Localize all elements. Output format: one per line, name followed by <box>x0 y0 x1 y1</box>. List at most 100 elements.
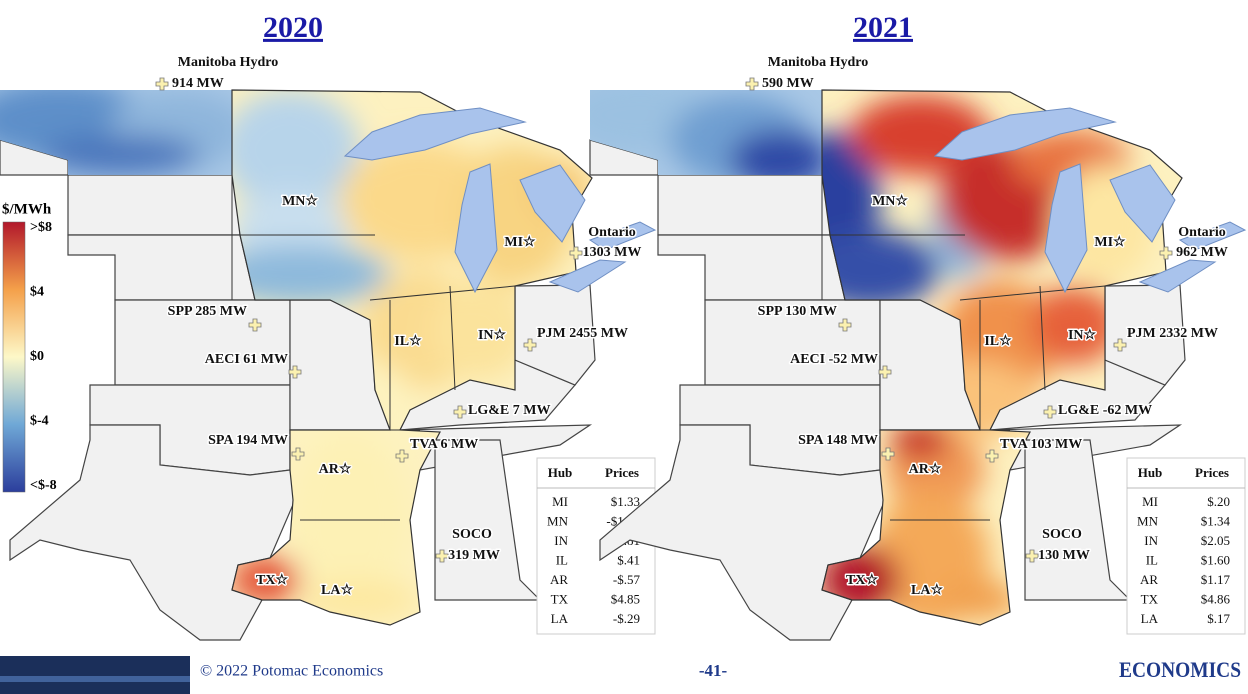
legend: $/MWh >$8 $4 $0 $-4 <$-8 <box>2 201 57 493</box>
table-cell: $1.60 <box>1201 552 1230 567</box>
heat-blob <box>1030 285 1120 365</box>
map-label: IN☆ <box>478 327 507 343</box>
table-header: Prices <box>1195 465 1229 480</box>
interface-icon <box>1113 338 1127 352</box>
map-label: TX☆ <box>846 572 878 588</box>
table-cell: $4.86 <box>1201 591 1231 606</box>
price-table: Hub Prices MI $.20 MN $1.34 IN $2.05 IL $1.60 AR $1… <box>1126 457 1246 635</box>
lake <box>933 107 1117 161</box>
heat-blur <box>232 90 590 620</box>
table-cell: $4.85 <box>611 591 640 606</box>
lake <box>588 221 657 251</box>
border <box>821 90 1106 521</box>
interface-icon <box>288 365 302 379</box>
heat-blob <box>940 580 1020 620</box>
state <box>657 174 831 236</box>
map-label: Manitoba Hydro <box>768 55 868 70</box>
table-cell: AR <box>550 572 568 587</box>
interface-icon <box>881 447 895 461</box>
lake <box>454 163 498 294</box>
heat-blob <box>430 280 530 380</box>
map-label: PJM 2332 MW <box>1127 326 1218 341</box>
lake <box>1044 163 1088 294</box>
state <box>599 424 886 641</box>
footer-image-lights <box>0 676 190 682</box>
lake <box>548 259 627 293</box>
map-title: 2021 <box>853 11 913 44</box>
map-label: AR☆ <box>909 461 942 477</box>
table-cell: LA <box>1141 611 1159 626</box>
map-label: MI☆ <box>504 234 536 250</box>
interface-icon <box>985 449 999 463</box>
map-label: AECI -52 MW <box>790 352 878 367</box>
table-cell: IL <box>556 552 568 567</box>
border <box>231 90 516 521</box>
footer: © 2022 Potomac Economics -41- ECONOMICS <box>0 656 1241 694</box>
interface-icon <box>395 449 409 463</box>
heat-blob <box>300 580 420 620</box>
table-cell: $.20 <box>1207 494 1230 509</box>
map-label: TX☆ <box>256 572 288 588</box>
state <box>67 174 241 236</box>
table-cell: TX <box>1141 591 1159 606</box>
copyright: © 2022 Potomac Economics <box>200 663 383 680</box>
map-label: 1303 MW <box>583 245 642 260</box>
heat-blob <box>232 555 300 605</box>
table-cell: $1.33 <box>611 494 640 509</box>
interface-icon <box>1159 246 1173 260</box>
heat-blur <box>0 90 232 175</box>
map-label: MN☆ <box>872 193 908 209</box>
table-header: Prices <box>605 465 639 480</box>
table-cell: IN <box>554 533 568 548</box>
map-label: MN☆ <box>282 193 318 209</box>
state <box>9 424 296 641</box>
map-label: PJM 2455 MW <box>537 326 628 341</box>
table-cell: $1.34 <box>1201 513 1231 528</box>
table-cell: -$.29 <box>613 611 640 626</box>
map-panel: 2020 Manitoba Hydro 914 MW MN☆ MI☆ Ontario 130… <box>0 11 657 641</box>
map-label: LA☆ <box>321 582 353 598</box>
map-label: TVA 6 MW <box>410 437 478 452</box>
map-label: SOCO <box>1042 527 1082 542</box>
miso-border <box>821 89 1183 626</box>
map-label: LG&E 7 MW <box>468 403 550 418</box>
map-label: SPA 148 MW <box>798 433 878 448</box>
map-label: SPP 285 MW <box>168 304 247 319</box>
map-label: Manitoba Hydro <box>178 55 278 70</box>
table-cell: $.17 <box>1207 611 1230 626</box>
footer-image <box>0 656 190 694</box>
legend-label: $4 <box>30 285 44 300</box>
map-label: SPA 194 MW <box>208 433 288 448</box>
map-label: SOCO <box>452 527 492 542</box>
table-cell: $1.17 <box>1201 572 1231 587</box>
map-label: Ontario <box>588 225 635 240</box>
table-cell: MI <box>552 494 568 509</box>
table-cell: AR <box>1140 572 1158 587</box>
legend-label: $-4 <box>30 414 49 429</box>
interface-icon <box>745 77 759 91</box>
map-label: IN☆ <box>1068 327 1097 343</box>
legend-title: $/MWh <box>2 201 52 217</box>
interface-icon <box>838 318 852 332</box>
map-panel: 2021 Manitoba Hydro 590 MW MN☆ MI☆ Ontario 962… <box>589 11 1247 641</box>
heat-blob <box>730 130 822 175</box>
map-label: 962 MW <box>1176 245 1228 260</box>
lake <box>343 107 527 161</box>
interface-icon <box>248 318 262 332</box>
canada-heat <box>590 90 822 175</box>
legend-label: <$-8 <box>30 478 57 493</box>
map-label: 130 MW <box>1038 548 1090 563</box>
price-table: HubPricesMI$1.33MN-$1.95IN$.81IL$.41AR-$… <box>536 457 656 635</box>
interface-icon <box>435 549 449 563</box>
map-label: 319 MW <box>448 548 500 563</box>
lake <box>1109 164 1176 243</box>
table-cell: MI <box>1142 494 1158 509</box>
heat-blur <box>590 90 822 175</box>
interface-icon <box>1025 549 1039 563</box>
map-label: AECI 61 MW <box>205 352 288 367</box>
legend-label: $0 <box>30 349 44 364</box>
color-scale <box>2 221 26 493</box>
map-label: TVA 103 MW <box>1000 437 1082 452</box>
logo: ECONOMICS <box>1119 657 1241 682</box>
